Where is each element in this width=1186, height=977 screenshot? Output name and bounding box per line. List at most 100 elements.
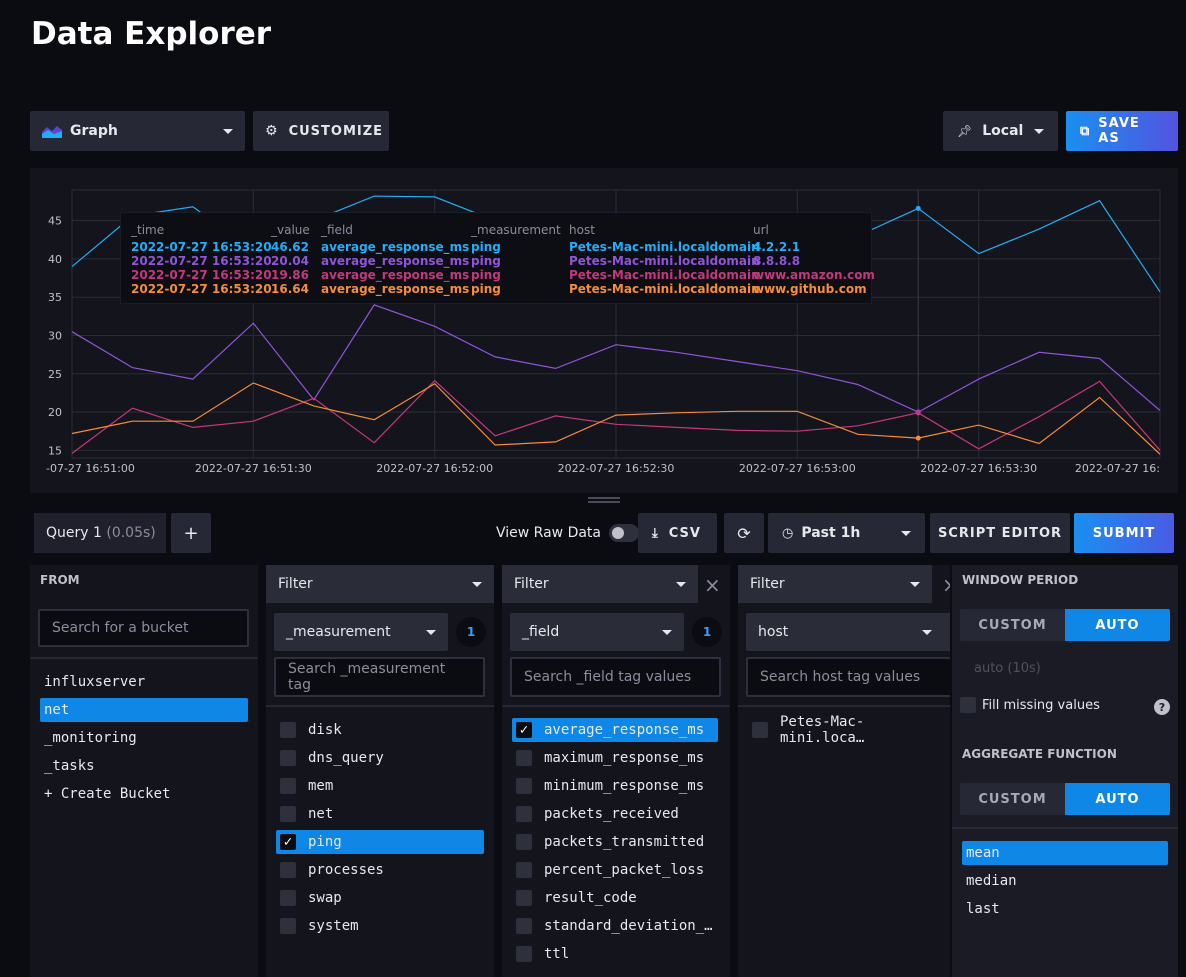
save-as-button[interactable]: ⧉ SAVE AS: [1066, 111, 1178, 151]
chevron-down-icon: [426, 629, 436, 635]
tooltip-cell: 2022-07-27 16:53:20: [131, 254, 272, 268]
window-panel: WINDOW PERIOD CUSTOM AUTO auto (10s) Fil…: [952, 565, 1178, 977]
checkbox[interactable]: [516, 778, 532, 794]
customize-button[interactable]: ⚙ CUSTOMIZE: [253, 111, 389, 151]
resize-handle[interactable]: [588, 497, 620, 503]
close-icon[interactable]: ×: [704, 573, 721, 597]
divider: [30, 657, 258, 659]
checkbox[interactable]: [516, 946, 532, 962]
aggregate-auto-button[interactable]: AUTO: [1065, 783, 1170, 815]
script-editor-button[interactable]: SCRIPT EDITOR: [930, 513, 1070, 553]
checkbox-checked-icon[interactable]: ✓: [516, 722, 532, 738]
checkbox[interactable]: [516, 834, 532, 850]
tag-value-item[interactable]: ✓ average_response_ms: [512, 718, 718, 742]
refresh-button[interactable]: ⟳: [724, 513, 764, 553]
view-raw-toggle-group: View Raw Data: [496, 523, 639, 543]
tag-value-label: percent_packet_loss: [544, 862, 705, 878]
help-icon[interactable]: ?: [1154, 699, 1170, 715]
bucket-item[interactable]: _tasks: [44, 758, 95, 774]
tag-value-item[interactable]: packets_transmitted: [512, 830, 718, 854]
download-icon: ⤓: [652, 525, 659, 541]
tooltip-cell: 2022-07-27 16:53:20: [131, 282, 272, 296]
checkbox[interactable]: [960, 697, 976, 713]
gear-icon: ⚙: [265, 123, 279, 139]
tag-key-dropdown[interactable]: _field: [510, 613, 684, 651]
time-range-dropdown[interactable]: ◷ Past 1h: [768, 513, 925, 553]
tag-search-input[interactable]: Search _field tag values: [510, 657, 721, 697]
tooltip-cell: 2022-07-27 16:53:20: [131, 268, 272, 282]
tag-value-item[interactable]: percent_packet_loss: [512, 858, 718, 882]
window-auto-button[interactable]: AUTO: [1065, 609, 1170, 641]
aggregate-function-item[interactable]: mean: [962, 841, 1168, 865]
checkbox-checked-icon[interactable]: ✓: [280, 834, 296, 850]
bucket-item[interactable]: net: [40, 698, 248, 722]
query-tab[interactable]: Query 1 (0.05s): [34, 513, 166, 553]
line-chart: 15 20 25 30 35 40 45 -07-27 16:51:00 2022-07-27 …: [46, 189, 1161, 475]
tag-value-item[interactable]: minimum_response_ms: [512, 774, 718, 798]
tag-value-item[interactable]: dns_query: [276, 746, 484, 770]
tag-value-item[interactable]: standard_deviation_…: [512, 914, 718, 938]
checkbox[interactable]: [516, 750, 532, 766]
tag-key-dropdown[interactable]: _measurement: [274, 613, 448, 651]
checkbox[interactable]: [280, 862, 296, 878]
filter-type-dropdown[interactable]: Filter: [266, 565, 494, 603]
checkbox[interactable]: [752, 722, 768, 738]
fill-missing-checkbox[interactable]: Fill missing values: [960, 697, 1100, 713]
tag-value-item[interactable]: processes: [276, 858, 484, 882]
close-icon[interactable]: ×: [942, 573, 950, 597]
tag-value-item[interactable]: mem: [276, 774, 484, 798]
checkbox[interactable]: [516, 806, 532, 822]
timezone-dropdown[interactable]: 📌︎ Local: [943, 111, 1058, 151]
tag-value-item[interactable]: result_code: [512, 886, 718, 910]
tooltip-column-header: _value: [271, 223, 310, 237]
checkbox[interactable]: [280, 778, 296, 794]
tag-search-input[interactable]: Search _measurement tag: [274, 657, 485, 697]
bucket-item[interactable]: + Create Bucket: [44, 786, 171, 802]
tag-search-input[interactable]: Search host tag values: [746, 657, 950, 697]
tooltip-cell: 19.86: [271, 268, 309, 282]
submit-button[interactable]: SUBMIT: [1074, 513, 1174, 553]
checkbox[interactable]: [516, 918, 532, 934]
tag-value-item[interactable]: ✓ ping: [276, 830, 484, 854]
aggregate-custom-button[interactable]: CUSTOM: [960, 783, 1065, 815]
bucket-item[interactable]: influxserver: [44, 674, 146, 690]
submit-label: SUBMIT: [1092, 525, 1156, 541]
filter-panel-measurement: Filter _measurement 1 Search _measuremen…: [266, 565, 494, 977]
checkbox[interactable]: [280, 722, 296, 738]
checkbox[interactable]: [280, 806, 296, 822]
tag-value-item[interactable]: system: [276, 914, 484, 938]
tag-value-item[interactable]: maximum_response_ms: [512, 746, 718, 770]
vis-type-dropdown[interactable]: Graph: [30, 111, 245, 151]
tag-key-dropdown[interactable]: host: [746, 613, 950, 651]
x-tick-label: 2022-07-27 16:53:00: [739, 462, 856, 475]
aggregate-function-item[interactable]: median: [966, 873, 1017, 889]
csv-button[interactable]: ⤓ CSV: [638, 513, 717, 553]
filter-type-dropdown[interactable]: Filter: [738, 565, 932, 603]
hover-tooltip: _time _value _field _measurement host url 2022…: [120, 212, 875, 304]
add-query-button[interactable]: +: [171, 513, 211, 553]
hover-point: [915, 435, 921, 441]
checkbox[interactable]: [280, 890, 296, 906]
view-raw-toggle[interactable]: [609, 524, 639, 542]
tag-value-item[interactable]: disk: [276, 718, 484, 742]
tag-value-item[interactable]: ttl: [512, 942, 718, 966]
tag-value-item[interactable]: swap: [276, 886, 484, 910]
window-custom-button[interactable]: CUSTOM: [960, 609, 1065, 641]
chevron-down-icon: [472, 581, 482, 587]
csv-label: CSV: [668, 525, 701, 541]
filter-type-dropdown[interactable]: Filter: [502, 565, 698, 603]
aggregate-function-item[interactable]: last: [966, 901, 1000, 917]
tag-key-label: _field: [522, 624, 560, 640]
tag-value-label: minimum_response_ms: [544, 778, 705, 794]
tooltip-column-header: host: [569, 223, 595, 237]
checkbox[interactable]: [280, 750, 296, 766]
checkbox[interactable]: [280, 918, 296, 934]
tooltip-cell: Petes-Mac-mini.localdomain: [569, 282, 760, 296]
tag-value-item[interactable]: Petes-Mac-mini.loca…: [748, 714, 948, 746]
checkbox[interactable]: [516, 862, 532, 878]
checkbox[interactable]: [516, 890, 532, 906]
bucket-search-input[interactable]: Search for a bucket: [38, 609, 249, 647]
bucket-item[interactable]: _monitoring: [44, 730, 137, 746]
tag-value-item[interactable]: packets_received: [512, 802, 718, 826]
tag-value-item[interactable]: net: [276, 802, 484, 826]
